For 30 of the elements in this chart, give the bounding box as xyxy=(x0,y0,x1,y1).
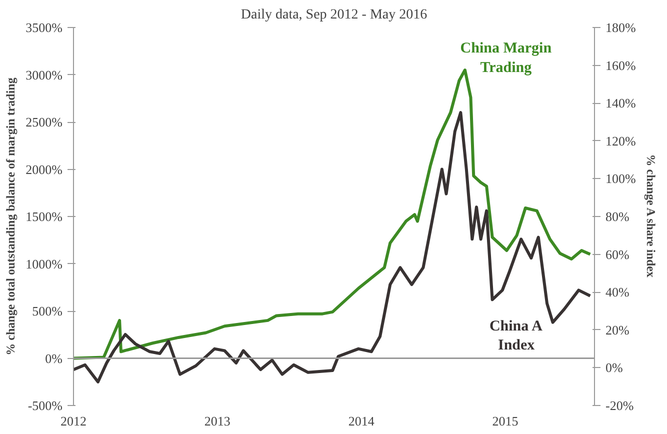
line-series xyxy=(74,111,592,384)
y2-tick-label: 180% xyxy=(606,20,636,35)
y-tick-label: 1500% xyxy=(26,209,63,224)
y-tick-label: 2000% xyxy=(26,162,63,177)
y2-axis-title: % change A share index xyxy=(644,154,658,278)
y-tick-label: 0% xyxy=(45,350,63,366)
y-tick-label: 500% xyxy=(32,304,63,318)
y2-tick-label: 120% xyxy=(606,133,636,148)
y-tick-label: 1000% xyxy=(26,256,63,272)
annotation: China A Index xyxy=(489,318,543,354)
x-tick-label: 2012 xyxy=(60,414,86,428)
y2-tick-label: 20% xyxy=(606,322,630,338)
x-tick-label: 2013 xyxy=(204,414,230,428)
x-tick-label: 2014 xyxy=(348,414,375,428)
y-tick-label: 2500% xyxy=(26,114,63,130)
y-tick-label: -500% xyxy=(28,398,63,413)
y2-tick-label: 40% xyxy=(606,284,630,300)
y-tick-label: 3000% xyxy=(26,67,63,82)
y-tick-label: 3500% xyxy=(26,20,63,35)
y2-tick-label: 0% xyxy=(606,360,623,376)
annotation: China Margin Trading xyxy=(460,40,552,76)
y2-tick-label: -20% xyxy=(606,398,634,413)
y2-tick-label: 100% xyxy=(606,171,636,186)
y2-tick-label: 60% xyxy=(606,246,630,262)
x-tick-label: 2015 xyxy=(492,414,518,428)
y2-tick-label: 160% xyxy=(606,58,636,73)
y2-tick-label: 80% xyxy=(606,209,630,224)
chart-title: Daily data, Sep 2012 - May 2016 xyxy=(240,8,428,22)
y-axis-title: % change total outstanding balance of margin trading xyxy=(4,78,18,356)
y2-tick-label: 140% xyxy=(606,96,636,111)
